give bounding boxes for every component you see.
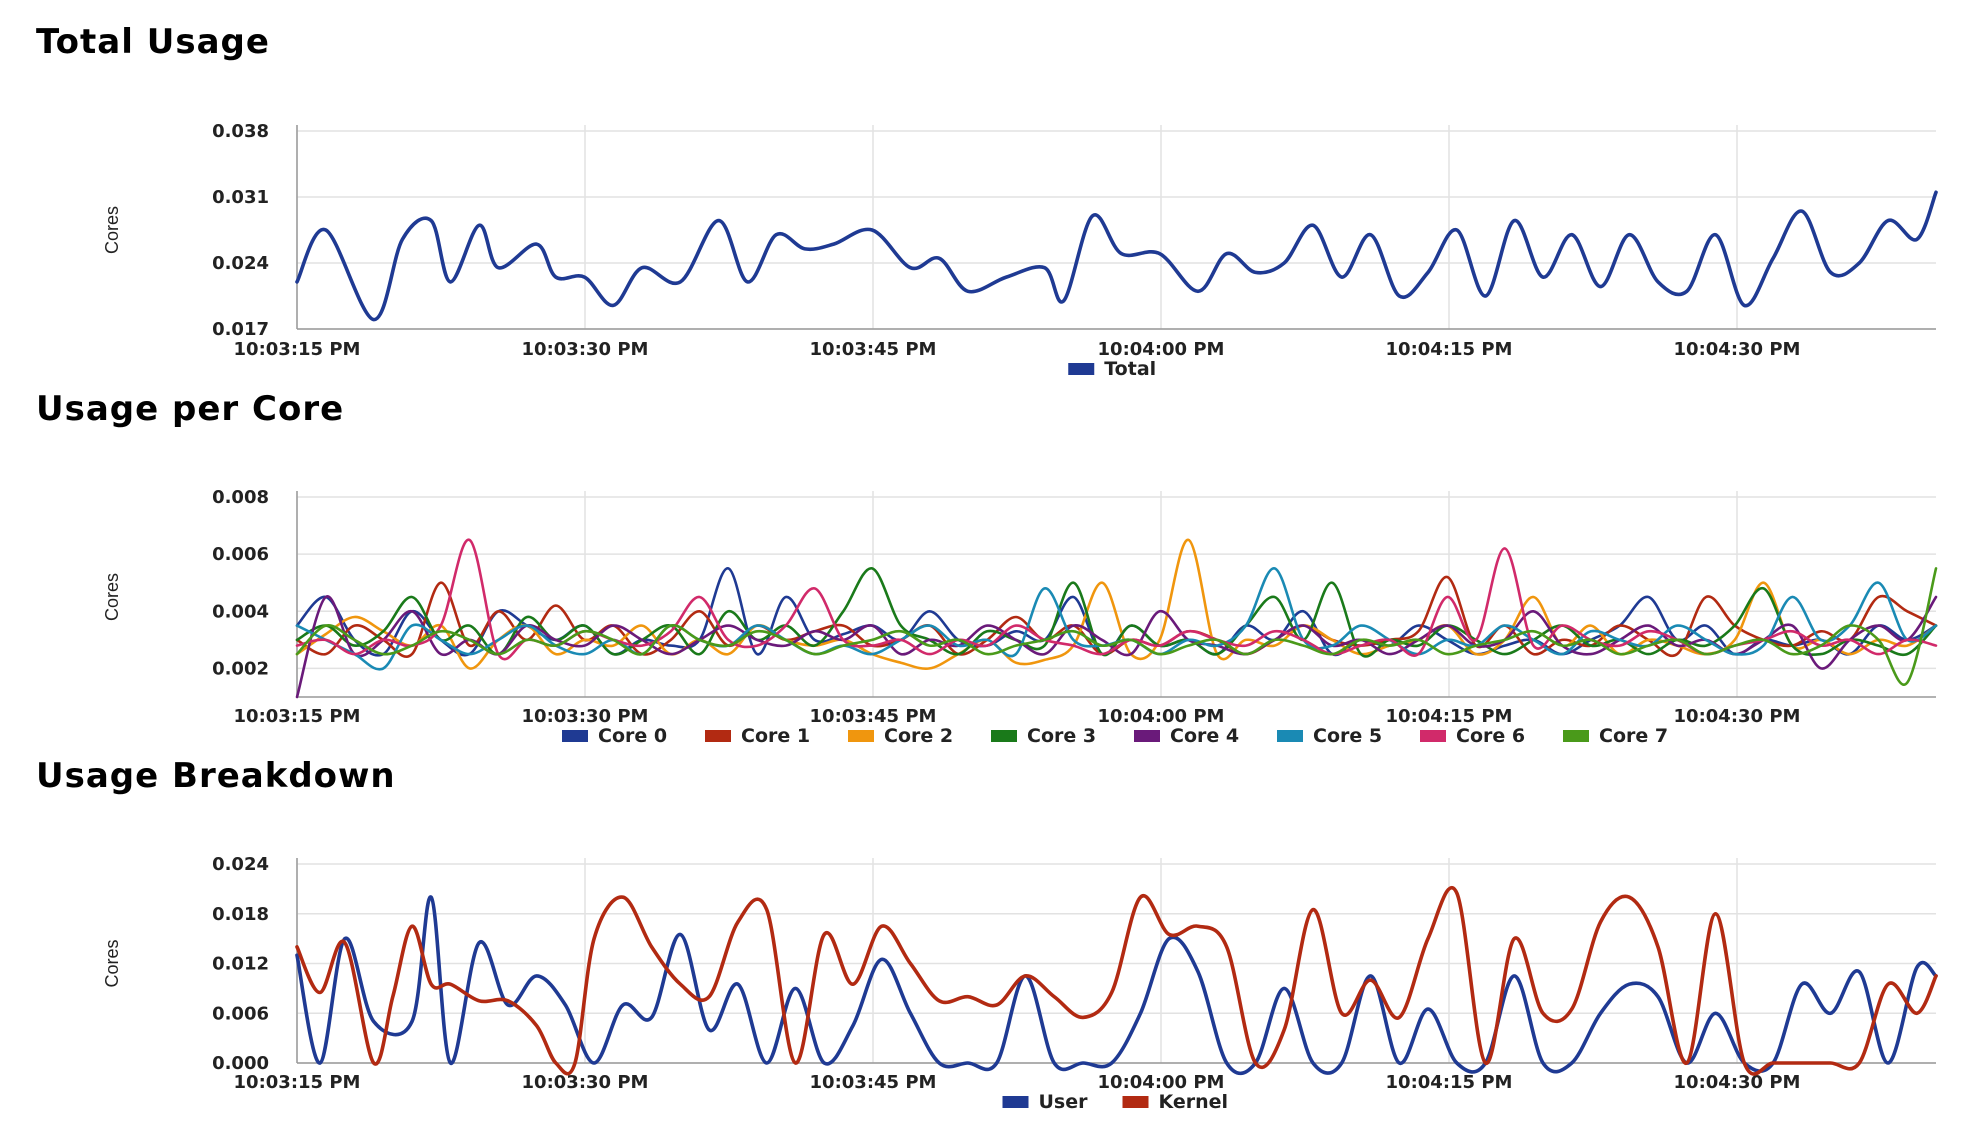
legend-label: Core 1 (741, 725, 810, 747)
y-tick-label: 0.038 (212, 121, 269, 142)
legend-label: Core 6 (1456, 725, 1525, 747)
x-tick-label: 10:03:15 PM (234, 339, 361, 360)
x-tick-label: 10:03:45 PM (810, 706, 937, 727)
legend-label: Core 5 (1313, 725, 1382, 747)
series-line (295, 567, 1938, 686)
y-tick-label: 0.031 (212, 187, 269, 208)
legend-label: Core 0 (598, 725, 667, 747)
x-tick-label: 10:04:15 PM (1386, 706, 1513, 727)
legend-item: Core 3 (991, 725, 1096, 747)
y-tick-label: 0.017 (212, 319, 269, 340)
y-axis-label: Cores (102, 939, 122, 987)
x-tick-label: 10:03:15 PM (234, 1072, 361, 1093)
chart-title: Usage per Core (36, 389, 345, 429)
y-tick-label: 0.024 (212, 854, 269, 875)
legend-swatch (991, 730, 1017, 742)
y-tick-label: 0.002 (212, 658, 269, 679)
legend-swatch (1420, 730, 1446, 742)
x-tick-label: 10:04:00 PM (1098, 706, 1225, 727)
legend-label: Kernel (1159, 1091, 1229, 1113)
x-tick-label: 10:04:30 PM (1674, 706, 1801, 727)
legend-swatch (1068, 363, 1095, 375)
x-tick-label: 10:03:45 PM (810, 339, 937, 360)
x-tick-label: 10:03:30 PM (522, 339, 649, 360)
x-tick-label: 10:04:15 PM (1386, 1072, 1513, 1093)
x-tick-label: 10:04:30 PM (1674, 339, 1801, 360)
y-tick-label: 0.024 (212, 253, 269, 274)
legend-item: Core 5 (1277, 725, 1382, 747)
y-tick-label: 0.018 (212, 904, 269, 925)
chart-panel: 0.008 0.006 0.004 0.002 10:03:15 PM 10:03:30 … (102, 487, 1938, 747)
legend-item: Core 7 (1563, 725, 1668, 747)
y-axis-label: Cores (102, 573, 122, 621)
x-tick-label: 10:03:30 PM (522, 1072, 649, 1093)
chart-title: Usage Breakdown (36, 756, 396, 796)
legend-swatch (1563, 730, 1589, 742)
legend-swatch (562, 730, 588, 742)
legend-label: Core 4 (1170, 725, 1239, 747)
legend-swatch (705, 730, 731, 742)
x-tick-label: 10:04:30 PM (1674, 1072, 1801, 1093)
legend-item: Core 0 (562, 725, 667, 747)
legend-item: User (1002, 1091, 1089, 1113)
legend-item: Core 2 (848, 725, 953, 747)
legend-swatch (1277, 730, 1303, 742)
x-tick-label: 10:03:15 PM (234, 706, 361, 727)
x-tick-label: 10:04:15 PM (1386, 339, 1513, 360)
legend-label: Core 3 (1027, 725, 1096, 747)
y-tick-label: 0.000 (212, 1053, 269, 1074)
x-tick-label: 10:04:00 PM (1098, 1072, 1225, 1093)
series-line (295, 895, 1938, 1076)
legend-item: Total (1068, 358, 1156, 380)
legend-swatch (848, 730, 874, 742)
chart-title: Total Usage (36, 22, 270, 62)
series-line (295, 886, 1938, 1076)
x-tick-label: 10:03:45 PM (810, 1072, 937, 1093)
legend-label: Core 7 (1599, 725, 1668, 747)
legend-swatch (1122, 1096, 1149, 1108)
legend-label: Core 2 (884, 725, 953, 747)
y-tick-label: 0.006 (212, 1003, 269, 1024)
series-line (295, 190, 1938, 322)
y-tick-label: 0.012 (212, 954, 269, 975)
legend-swatch (1002, 1096, 1029, 1108)
x-tick-label: 10:04:00 PM (1098, 339, 1225, 360)
legend-item: Core 4 (1134, 725, 1239, 747)
x-tick-label: 10:03:30 PM (522, 706, 649, 727)
legend-swatch (1134, 730, 1160, 742)
legend-label: User (1039, 1091, 1089, 1113)
legend-item: Core 1 (705, 725, 810, 747)
y-axis-label: Cores (102, 206, 122, 254)
legend-item: Core 6 (1420, 725, 1525, 747)
y-tick-label: 0.008 (212, 487, 269, 508)
legend-item: Kernel (1122, 1091, 1229, 1113)
y-tick-label: 0.004 (212, 601, 269, 622)
legend-label: Total (1104, 358, 1156, 380)
y-tick-label: 0.006 (212, 544, 269, 565)
